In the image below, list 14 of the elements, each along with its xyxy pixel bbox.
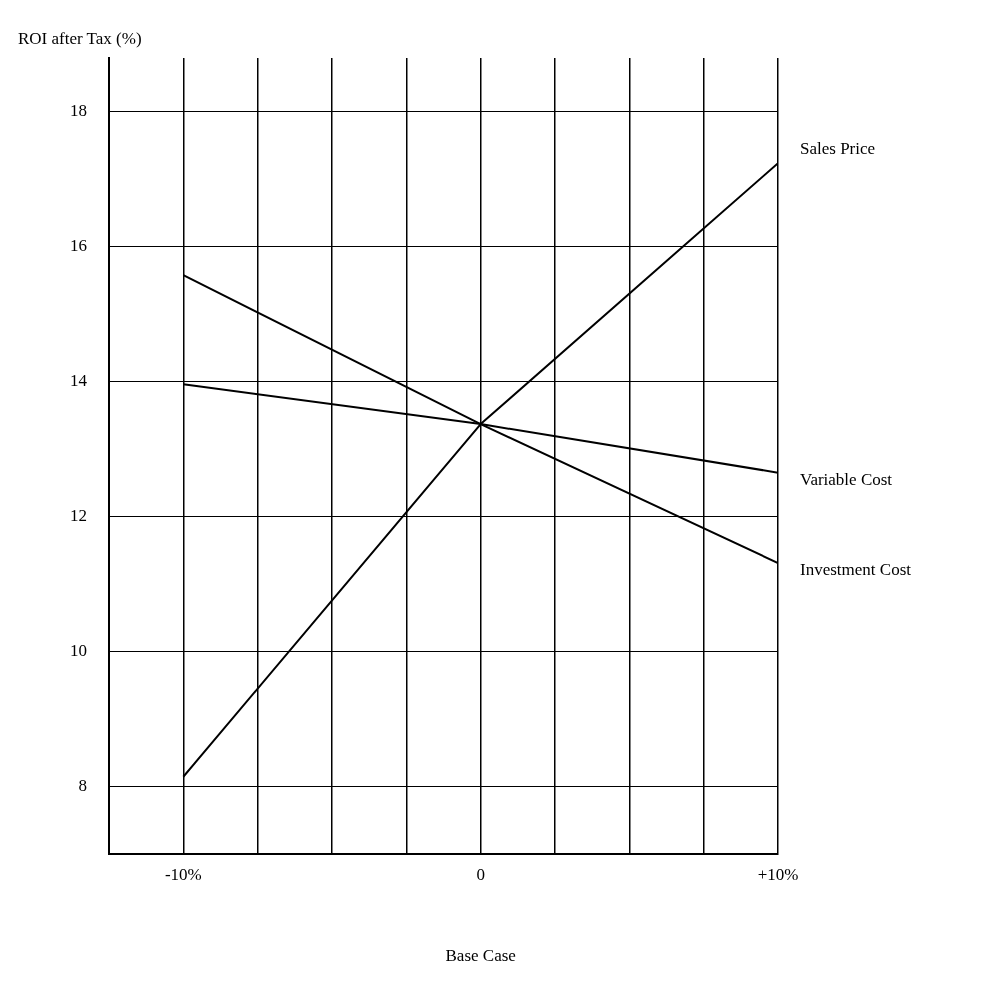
x-tick-label: 0: [476, 865, 485, 885]
x-tick-label: -10%: [164, 865, 202, 885]
x-axis-title: Base Case: [445, 945, 516, 965]
y-tick-label: 18: [70, 101, 87, 121]
series-label: Variable Cost: [800, 470, 893, 490]
y-tick-label: 12: [70, 505, 87, 525]
y-axis-title: ROI after Tax (%): [18, 28, 142, 48]
x-tick-label: +10%: [757, 865, 799, 885]
series-label: Sales Price: [800, 138, 876, 158]
y-tick-label: 14: [70, 371, 88, 391]
y-tick-label: 16: [70, 236, 87, 256]
series-label: Investment Cost: [800, 560, 912, 580]
y-tick-label: 8: [78, 775, 87, 795]
y-tick-label: 10: [70, 640, 87, 660]
